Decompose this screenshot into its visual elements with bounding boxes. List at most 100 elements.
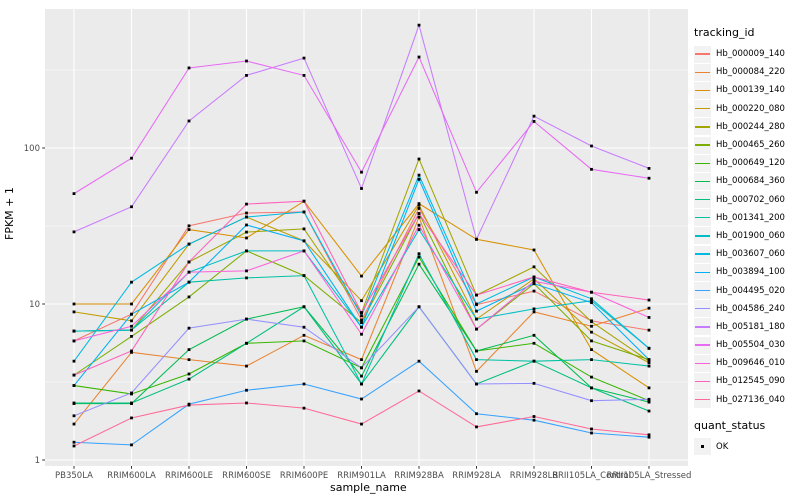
data-point: [590, 431, 593, 435]
data-point: [475, 382, 478, 386]
data-point: [302, 210, 306, 214]
data-point: [590, 297, 593, 301]
x-tick-label: RRIM600SE: [222, 471, 271, 481]
data-point: [187, 228, 191, 231]
legend-item-label: Hb_000684_360: [716, 176, 785, 187]
data-point: [187, 119, 191, 123]
data-point: [532, 307, 536, 311]
legend-item-label: OK: [716, 441, 729, 452]
legend-item-Hb_000649_120: Hb_000649_120: [694, 154, 800, 172]
data-point: [647, 298, 651, 302]
legend: tracking_id Hb_000009_140 Hb_000084_220 Hb…: [694, 26, 800, 456]
x-tick-label: RRIM928LB: [510, 471, 559, 481]
data-point: [590, 299, 593, 303]
legend-key-line-icon: [694, 300, 711, 318]
data-point: [417, 305, 421, 309]
data-point: [475, 309, 478, 313]
data-point: [417, 255, 421, 259]
legend-key-line-icon: [694, 372, 711, 390]
data-point: [475, 237, 478, 241]
data-point: [72, 401, 76, 405]
data-point: [187, 66, 191, 70]
legend-item-Hb_000139_140: Hb_000139_140: [694, 81, 800, 99]
data-point: [590, 348, 593, 352]
data-point: [360, 358, 363, 362]
data-point: [360, 325, 363, 329]
data-point: [302, 74, 306, 77]
data-point: [187, 224, 191, 228]
data-point: [647, 346, 651, 350]
data-point: [590, 290, 593, 294]
legend-key-line-icon: [694, 63, 711, 81]
data-point: [360, 187, 363, 190]
data-point: [417, 212, 421, 215]
data-point: [417, 389, 421, 393]
data-point: [245, 341, 248, 345]
legend-item-Hb_005504_030: Hb_005504_030: [694, 336, 800, 354]
data-point: [245, 364, 248, 368]
y-axis-title: FPKM + 1: [3, 187, 16, 240]
data-point: [532, 289, 536, 293]
data-point: [590, 399, 593, 403]
data-point: [72, 310, 76, 314]
data-point: [360, 397, 363, 401]
data-point: [590, 358, 593, 362]
data-point: [532, 279, 536, 283]
data-point: [590, 339, 593, 343]
data-point: [417, 55, 421, 59]
data-point: [647, 359, 651, 363]
data-point: [72, 302, 76, 306]
legend-item-Hb_000465_260: Hb_000465_260: [694, 136, 800, 154]
x-tick-label: RRIM901LA: [337, 471, 386, 481]
data-point: [532, 359, 536, 363]
legend-item-label: Hb_000220_080: [716, 103, 785, 114]
data-point: [647, 328, 651, 332]
legend-item-label: Hb_000084_220: [716, 67, 785, 78]
legend-key-line-icon: [694, 391, 711, 409]
data-point: [302, 249, 306, 253]
data-point: [72, 230, 76, 234]
legend-item-Hb_004495_020: Hb_004495_020: [694, 281, 800, 300]
data-point: [360, 170, 363, 174]
data-point: [302, 305, 306, 309]
data-point: [245, 74, 248, 77]
x-tick-label: RRIM600LE: [165, 471, 213, 481]
data-point: [647, 433, 651, 437]
data-point: [647, 435, 651, 439]
data-point: [590, 324, 593, 328]
data-point: [187, 280, 191, 284]
legend-item-Hb_004586_240: Hb_004586_240: [694, 300, 800, 318]
legend-item-Hb_027136_040: Hb_027136_040: [694, 391, 800, 409]
y-tick-label: 1: [35, 456, 40, 466]
legend-item-label: Hb_000009_140: [716, 49, 785, 60]
data-point: [130, 319, 133, 323]
data-point: [302, 333, 306, 337]
data-point: [532, 415, 536, 418]
data-point: [245, 202, 248, 206]
legend-key-line-icon: [694, 191, 711, 209]
legend-item-label: Hb_000465_260: [716, 140, 785, 151]
x-tick-label: RRIM928LA: [452, 471, 501, 481]
data-point: [647, 409, 651, 413]
data-point: [72, 192, 76, 196]
legend-item-label: Hb_009646_010: [716, 358, 785, 369]
data-point: [245, 223, 248, 227]
legend-item-Hb_001341_200: Hb_001341_200: [694, 209, 800, 227]
legend-key-line-icon: [694, 245, 711, 263]
data-point: [417, 202, 421, 206]
data-point: [187, 270, 191, 274]
data-point: [130, 391, 133, 395]
legend-key-line-icon: [694, 154, 711, 172]
data-point: [360, 366, 363, 370]
legend-item-label: Hb_000139_140: [716, 85, 785, 96]
data-point: [130, 312, 133, 316]
data-point: [72, 359, 76, 363]
data-point: [417, 207, 421, 210]
legend-item-ok: OK: [694, 438, 800, 456]
data-point: [187, 377, 191, 381]
legend-item-Hb_000084_220: Hb_000084_220: [694, 63, 800, 81]
legend-key-line-icon: [694, 209, 711, 227]
data-point: [187, 260, 191, 264]
legend-key-line-icon: [694, 336, 711, 354]
